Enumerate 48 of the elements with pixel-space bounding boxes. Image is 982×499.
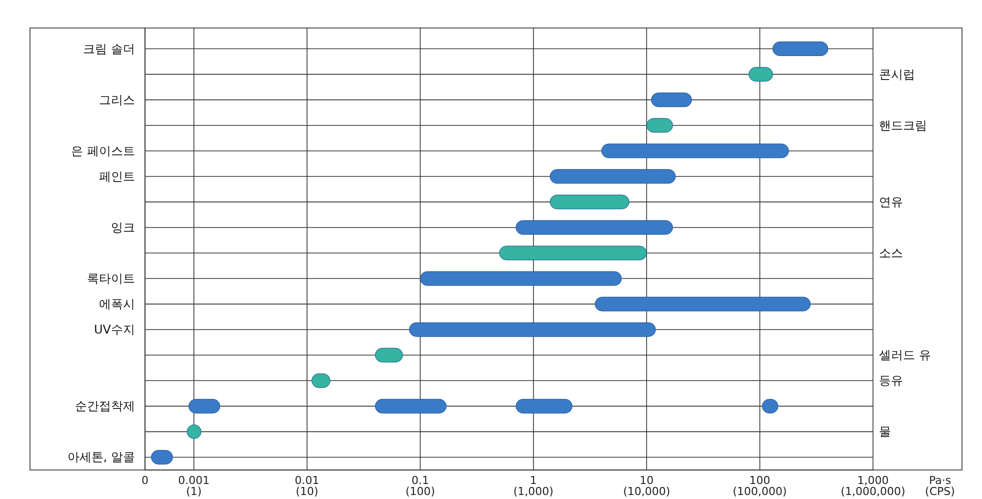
y2-tick-label: 콘시럽 xyxy=(879,67,915,82)
bar xyxy=(499,246,647,260)
text: (1,000,000) xyxy=(840,485,906,498)
bar xyxy=(601,144,789,158)
text: (CPS) xyxy=(925,485,955,498)
y-tick-label: 록타이트 xyxy=(87,272,135,286)
y2-tick-label: 소스 xyxy=(879,246,903,260)
x-tick-label: 10 xyxy=(640,474,654,487)
y-tick-label: UV수지 xyxy=(94,322,135,337)
y2-tick-label: 물 xyxy=(879,424,891,439)
x-axis-title: Pa·s xyxy=(928,474,952,487)
bar xyxy=(374,348,403,362)
bar xyxy=(651,92,692,108)
x-tick-label: 0 xyxy=(142,474,148,487)
x-tick-label: 0.1 xyxy=(412,474,429,487)
y-tick-label: 아세톤, 알콜 xyxy=(67,450,135,464)
bar xyxy=(772,42,828,56)
text: (1) xyxy=(186,485,202,498)
bar xyxy=(594,296,811,312)
text: (100) xyxy=(405,485,436,498)
bar xyxy=(188,398,220,414)
x-tick-label: 0.01 xyxy=(294,474,320,487)
bar xyxy=(374,398,447,414)
y-tick-label: 은 페이스트 xyxy=(71,144,135,158)
bar xyxy=(550,169,676,184)
text: (100,000) xyxy=(732,485,787,498)
bar xyxy=(420,271,622,286)
bar xyxy=(409,322,656,337)
y2-tick-label: 핸드크림 xyxy=(879,118,927,132)
text: (1,000) xyxy=(513,485,554,498)
y-tick-label: 크림 솔더 xyxy=(83,42,135,56)
text: (10,000) xyxy=(623,485,670,498)
y-tick-label: 그리스 xyxy=(99,92,135,107)
y2-tick-label: 셀러드 유 xyxy=(879,348,931,362)
y-tick-label: 페인트 xyxy=(99,169,135,184)
bar xyxy=(550,194,630,210)
text: (10) xyxy=(296,485,318,498)
y2-tick-label: 등유 xyxy=(879,374,903,388)
y-tick-label: 순간접착제 xyxy=(75,399,135,414)
y-tick-label: 잉크 xyxy=(111,220,135,234)
x-tick-label: 100 xyxy=(749,474,770,487)
y-tick-label: 에폭시 xyxy=(99,297,135,312)
bar xyxy=(516,220,673,235)
x-tick-label: 0.001 xyxy=(178,474,210,487)
x-tick-label: 1,000 xyxy=(857,474,889,487)
y2-tick-label: 연유 xyxy=(879,194,903,209)
x-tick-label: 1 xyxy=(530,474,537,487)
bar xyxy=(516,398,572,414)
